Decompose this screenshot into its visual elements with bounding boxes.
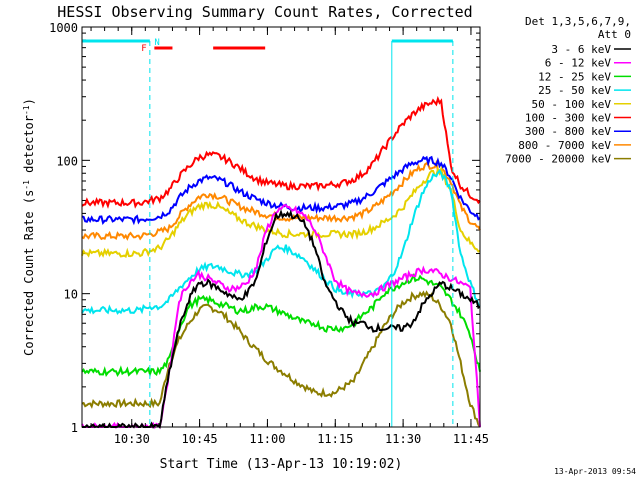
x-tick-label: 10:45 (182, 432, 218, 446)
plot-frame (81, 26, 481, 428)
series-layer (81, 95, 481, 430)
flare-flag-label: F (141, 44, 146, 54)
legend-entry-label: 12 - 25 keV (538, 70, 611, 83)
x-axis-ticks: 10:30 10:45 11:00 11:15 11:30 11:45 (90, 27, 489, 446)
y-tick-label: 100 (56, 154, 78, 168)
y-axis-label-main: Corrected Count Rate (s (22, 190, 36, 356)
legend-header-detectors: Det 1,3,5,6,7,9, (525, 15, 631, 28)
series-line (81, 95, 481, 209)
y-axis-label-sup1: -1 (22, 180, 31, 190)
series-line (81, 204, 481, 430)
legend-entry-label: 800 - 7000 keV (518, 139, 611, 152)
y-tick-label: 10 (64, 288, 78, 302)
x-tick-label: 11:15 (317, 432, 353, 446)
legend-entry-label: 100 - 300 keV (525, 112, 611, 125)
legend-entry-label: 300 - 800 keV (525, 125, 611, 138)
series-line (81, 159, 481, 241)
x-tick-label: 10:30 (114, 432, 150, 446)
y-axis-ticks: 1 10 100 1000 (49, 21, 480, 435)
legend-header-attenuator: Att 0 (598, 28, 631, 41)
y-axis-label-mid: detector (22, 115, 36, 180)
series-line (81, 290, 481, 428)
y-tick-label: 1000 (49, 21, 78, 35)
x-tick-label: 11:45 (453, 432, 489, 446)
x-axis-label: Start Time (13-Apr-13 10:19:02) (160, 457, 403, 472)
legend-entry-label: 25 - 50 keV (538, 84, 611, 97)
series-line (81, 168, 481, 315)
y-axis-label-end: ) (22, 98, 36, 105)
series-line (81, 165, 481, 258)
y-axis-label: Corrected Count Rate (s-1 detector-1) (22, 98, 36, 356)
legend-entry-label: 6 - 12 keV (545, 57, 612, 70)
legend-entry-label: 50 - 100 keV (532, 98, 612, 111)
marker-layer: FN (82, 38, 454, 427)
series-line (82, 209, 481, 429)
chart-title: HESSI Observing Summary Count Rates, Cor… (57, 3, 472, 21)
legend-entry-label: 3 - 6 keV (551, 43, 611, 56)
y-tick-label: 1 (71, 421, 78, 435)
x-tick-label: 11:30 (385, 432, 421, 446)
series-line (81, 155, 481, 226)
night-flag-label: N (154, 38, 159, 48)
series-line (81, 272, 481, 378)
y-axis-label-sup2: -1 (22, 105, 31, 115)
x-tick-label: 11:00 (249, 432, 285, 446)
footer-timestamp: 13-Apr-2013 09:54 (554, 467, 636, 476)
legend-entry-label: 7000 - 20000 keV (505, 153, 611, 166)
